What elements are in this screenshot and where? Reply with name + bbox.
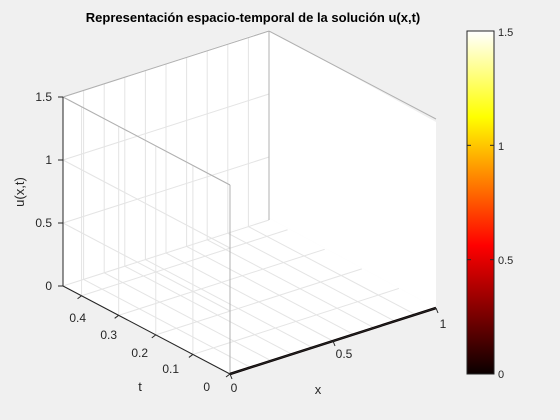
x-tick-label: 1 [440, 317, 447, 331]
t-tick-label: 0.3 [100, 328, 117, 342]
x-axis-label: x [315, 382, 322, 397]
colorbar-ticks [467, 30, 494, 375]
box-edge [268, 30, 437, 120]
t-axis-label: t [138, 379, 142, 394]
x-tick-mark [229, 373, 233, 380]
grid-line-x [227, 232, 396, 322]
t-tick-label: 0 [203, 380, 210, 394]
axes-3d: 0 0.5 1 1.5 0 0.1 0.2 0.3 0.4 0 0.5 1 u(… [12, 30, 447, 397]
colorbar-tick-label: 1 [498, 141, 504, 153]
grid-line-z [62, 159, 231, 249]
chart-title: Representación espacio-temporal de la so… [86, 10, 420, 25]
t-tick-mark [188, 354, 194, 358]
z-axis-label: u(x,t) [12, 177, 27, 207]
t-tick-mark [151, 334, 157, 339]
z-tick-label: 0 [45, 279, 52, 293]
grid-line-t [118, 248, 325, 316]
grid-line-x [186, 245, 354, 335]
grid-line-x [103, 272, 272, 362]
grid-line-x [83, 278, 251, 368]
x-tick-mark [435, 307, 439, 314]
grid-line-x [124, 265, 293, 355]
back-wall-right [269, 30, 436, 308]
z-tick-label: 1.5 [35, 90, 52, 104]
colorbar-gradient [466, 30, 495, 375]
grid-line-t [155, 268, 362, 336]
z-tick-label: 0.5 [35, 216, 52, 230]
box-edge [62, 30, 270, 98]
x-tick-label: 0 [231, 381, 238, 395]
grid-line-t [81, 229, 288, 297]
tick-marks [58, 96, 439, 380]
grid-line-x [145, 259, 313, 349]
t-tick-mark [114, 314, 119, 319]
colorbar: 0 0.5 1 1.5 [466, 27, 513, 381]
grid-line-x [165, 252, 334, 342]
z-tick-label: 1 [45, 153, 52, 167]
t-tick-mark [77, 295, 82, 300]
colorbar-tick-label: 0 [498, 369, 504, 381]
t-tick-label: 0.4 [69, 311, 86, 325]
colorbar-tick-label: 1.5 [498, 27, 513, 39]
grid-line-z [62, 222, 231, 312]
t-tick-label: 0.1 [162, 362, 179, 376]
grid-line-t [192, 287, 400, 355]
t-axis-line [62, 285, 231, 375]
t-tick-label: 0.2 [131, 346, 148, 360]
grid-line-x [206, 239, 375, 329]
grid-line-x [248, 226, 416, 316]
colorbar-tick-label: 0.5 [498, 255, 513, 267]
x-tick-mark [332, 340, 336, 347]
x-tick-label: 0.5 [336, 347, 353, 361]
box-edge [62, 96, 231, 186]
t-tick-mark [225, 373, 231, 378]
